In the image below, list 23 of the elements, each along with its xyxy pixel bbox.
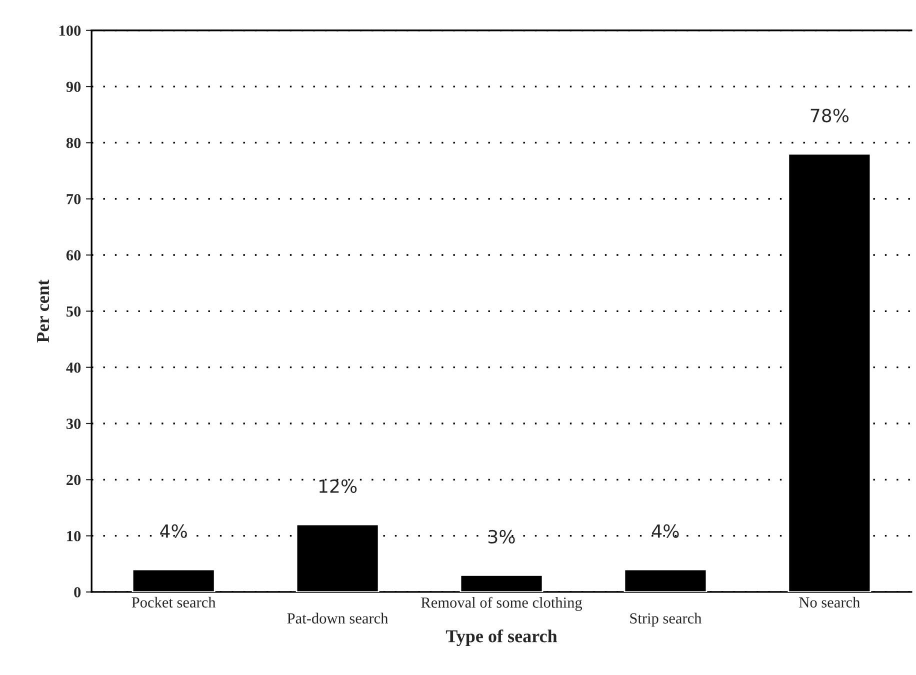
data-label: 12% bbox=[319, 479, 357, 494]
y-axis-title: Per cent bbox=[37, 280, 50, 343]
y-tick-label: 50 bbox=[66, 306, 81, 317]
y-tick-label: 90 bbox=[66, 82, 81, 92]
data-label: 3% bbox=[488, 530, 515, 544]
y-tick-label: 60 bbox=[66, 250, 81, 260]
y-tick-label: 80 bbox=[66, 138, 81, 148]
y-tick-label: 100 bbox=[59, 26, 81, 36]
y-tick-label: 40 bbox=[66, 362, 81, 373]
data-label: 4% bbox=[160, 524, 187, 538]
x-tick-label: Pocket search bbox=[132, 596, 216, 608]
y-tick-label: 20 bbox=[66, 474, 81, 486]
y-tick-label: 10 bbox=[67, 530, 81, 542]
x-tick-label: Pat-down search bbox=[287, 612, 388, 624]
y-tick-label: 0 bbox=[74, 587, 81, 598]
x-tick-label: Strip search bbox=[630, 612, 702, 627]
x-axis-title: Type of search bbox=[446, 629, 558, 646]
x-tick-label: No search bbox=[799, 596, 860, 608]
data-label: 78% bbox=[810, 108, 849, 122]
data-label: 4% bbox=[652, 524, 679, 538]
y-tick-label: 70 bbox=[66, 194, 81, 204]
x-tick-label: Removal of some clothing bbox=[421, 596, 582, 611]
y-tick-label: 30 bbox=[66, 418, 81, 429]
